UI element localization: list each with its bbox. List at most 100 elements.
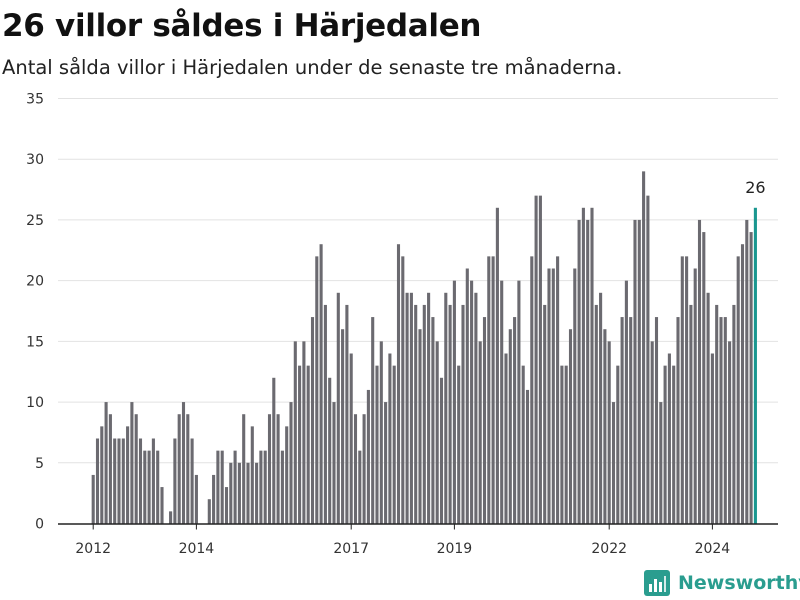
x-tick-label: 2022 bbox=[591, 541, 627, 557]
bar bbox=[530, 256, 534, 524]
bar bbox=[104, 402, 108, 524]
bar bbox=[280, 450, 284, 524]
x-tick-label: 2017 bbox=[333, 541, 369, 557]
bar bbox=[672, 365, 676, 524]
bar bbox=[353, 414, 358, 524]
bar bbox=[362, 414, 366, 524]
bar bbox=[371, 317, 375, 524]
bar bbox=[160, 487, 164, 524]
bar bbox=[611, 402, 616, 524]
bar bbox=[130, 402, 134, 524]
y-axis-ticks: 0 5 10 15 20 25 30 35 bbox=[26, 92, 44, 533]
bar bbox=[289, 402, 293, 524]
bar bbox=[156, 450, 160, 524]
bar bbox=[586, 219, 590, 524]
y-tick-label: 25 bbox=[26, 213, 44, 229]
bar bbox=[581, 207, 585, 524]
bar bbox=[439, 377, 444, 524]
bar bbox=[151, 438, 155, 524]
bar bbox=[706, 292, 710, 524]
logo-text: Newsworthy bbox=[678, 572, 800, 594]
bar bbox=[323, 304, 327, 524]
x-tick-label: 2014 bbox=[179, 541, 215, 557]
bar bbox=[336, 292, 340, 524]
last-value-label: 26 bbox=[745, 178, 765, 197]
bar bbox=[181, 402, 186, 524]
bar-highlight bbox=[753, 207, 757, 524]
y-tick-label: 30 bbox=[26, 152, 44, 168]
bar bbox=[444, 292, 448, 524]
bar bbox=[349, 353, 353, 524]
bar bbox=[504, 353, 508, 524]
bar bbox=[616, 365, 620, 524]
bar bbox=[401, 256, 405, 524]
bar bbox=[487, 256, 491, 524]
bar bbox=[689, 304, 693, 524]
bar bbox=[538, 195, 542, 524]
bar bbox=[461, 304, 465, 524]
bar bbox=[465, 268, 469, 524]
bar bbox=[474, 292, 478, 524]
bar bbox=[680, 256, 684, 524]
bar bbox=[237, 462, 241, 524]
bar bbox=[560, 365, 564, 524]
bar bbox=[302, 341, 306, 524]
bar bbox=[427, 292, 431, 524]
bar bbox=[117, 438, 121, 524]
bar bbox=[568, 329, 573, 524]
bar bbox=[186, 414, 190, 524]
bar bbox=[478, 341, 482, 524]
bar bbox=[431, 317, 435, 524]
bar bbox=[534, 195, 538, 524]
bar bbox=[121, 438, 125, 524]
bar bbox=[392, 365, 396, 524]
y-tick-label: 15 bbox=[26, 334, 44, 350]
x-tick-label: 2019 bbox=[437, 541, 473, 557]
bar bbox=[556, 256, 560, 524]
bar bbox=[650, 341, 654, 524]
bar bbox=[740, 244, 745, 524]
bar bbox=[435, 341, 439, 524]
bar bbox=[285, 426, 289, 524]
x-tick-label: 2024 bbox=[695, 541, 731, 557]
bar bbox=[293, 341, 297, 524]
y-tick-label: 35 bbox=[26, 92, 44, 108]
bar bbox=[564, 365, 568, 524]
bar bbox=[341, 329, 345, 524]
bar bbox=[418, 329, 422, 524]
bar bbox=[629, 317, 633, 524]
bar bbox=[126, 426, 130, 524]
bar bbox=[113, 438, 117, 524]
bar bbox=[95, 438, 100, 524]
bar bbox=[607, 341, 611, 524]
bar bbox=[685, 256, 689, 524]
bar bbox=[525, 389, 530, 524]
bar bbox=[457, 365, 461, 524]
bar bbox=[143, 450, 147, 524]
bar bbox=[551, 268, 555, 524]
x-tick-label: 2012 bbox=[75, 541, 111, 557]
bar bbox=[577, 219, 581, 524]
y-tick-label: 5 bbox=[35, 456, 44, 472]
bar bbox=[108, 414, 112, 524]
bar bbox=[633, 219, 637, 524]
bar bbox=[190, 438, 194, 524]
bar bbox=[676, 317, 680, 524]
bar bbox=[590, 207, 594, 524]
bar bbox=[255, 462, 259, 524]
chart-title: 26 villor såldes i Härjedalen bbox=[2, 8, 482, 44]
bar bbox=[594, 304, 598, 524]
bar bbox=[491, 256, 495, 524]
bar bbox=[358, 450, 362, 524]
bar bbox=[263, 450, 267, 524]
bar bbox=[242, 414, 246, 524]
bar bbox=[409, 292, 413, 524]
bar bbox=[697, 219, 702, 524]
bar bbox=[513, 317, 517, 524]
bar bbox=[91, 474, 95, 524]
bar bbox=[702, 232, 706, 524]
bar bbox=[306, 365, 310, 524]
bar bbox=[728, 341, 732, 524]
bar bbox=[452, 280, 456, 524]
